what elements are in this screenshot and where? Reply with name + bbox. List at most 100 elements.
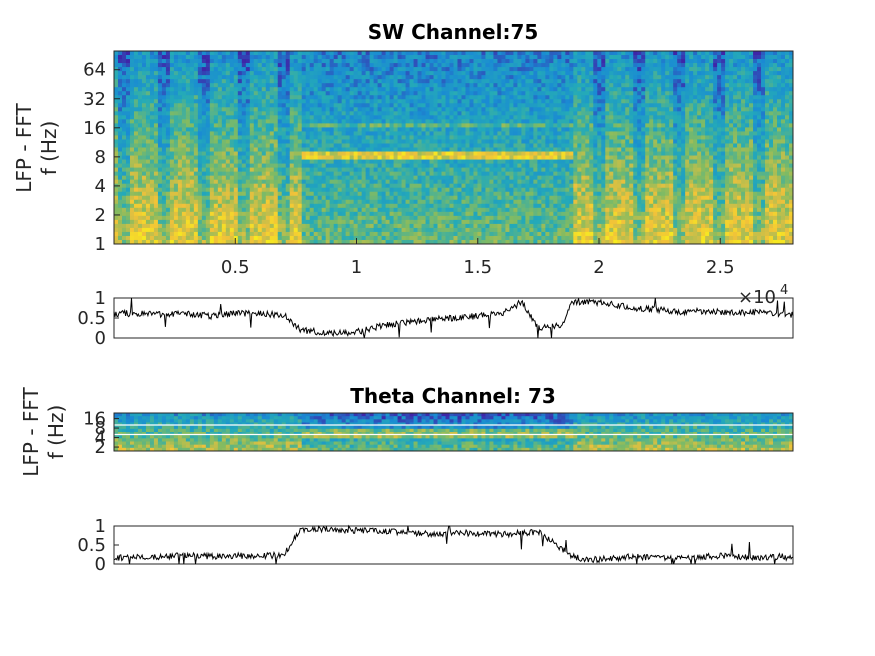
sw-spectrogram-cell [321,223,327,229]
sw-spectrogram-cell [457,211,462,217]
sw-spectrogram-cell [153,159,159,164]
sw-spectrogram-cell [365,91,371,96]
sw-spectrogram-cell [117,215,123,221]
sw-spectrogram-cell [137,163,143,168]
sw-spectrogram-cell [441,199,446,205]
sw-spectrogram-cell [513,131,518,136]
sw-spectrogram-cell [325,239,331,245]
sw-spectrogram-cell [477,67,482,72]
sw-spectrogram-cell [205,127,211,132]
sw-spectrogram-cell [281,207,287,213]
sw-spectrogram-cell [325,231,331,237]
sw-spectrogram-cell [173,103,179,108]
sw-spectrogram-cell [117,231,123,237]
sw-spectrogram-cell [201,79,207,84]
sw-spectrogram-cell [485,51,490,56]
sw-spectrogram-cell [525,79,530,84]
sw-spectrogram-cell [209,203,215,209]
sw-spectrogram-cell [153,59,159,64]
sw-spectrogram-cell [217,211,223,217]
sw-spectrogram-cell [305,163,311,168]
sw-spectrogram-cell [397,151,402,156]
sw-spectrogram-cell [381,91,386,96]
sw-spectrogram-cell [173,231,179,237]
sw-spectrogram-cell [273,147,279,152]
sw-spectrogram-cell [189,183,195,189]
sw-spectrogram-cell [169,119,175,124]
sw-spectrogram-cell [169,135,175,140]
sw-spectrogram-cell [333,87,339,92]
sw-spectrogram-cell [397,139,402,144]
sw-spectrogram-cell [209,79,215,84]
sw-spectrogram-cell [217,123,223,128]
sw-spectrogram-cell [517,71,522,76]
sw-spectrogram-cell [437,231,442,237]
sw-spectrogram-cell [213,215,219,221]
sw-spectrogram-cell [181,151,187,156]
sw-spectrogram-cell [513,51,518,56]
sw-spectrogram-cell [521,103,526,108]
sw-spectrogram-cell [281,79,287,84]
sw-spectrogram-cell [409,155,414,160]
sw-spectrogram-cell [233,99,239,104]
sw-spectrogram-cell [197,55,203,60]
sw-spectrogram-cell [337,111,343,116]
sw-spectrogram-cell [177,163,183,168]
sw-spectrogram-cell [297,195,303,201]
sw-spectrogram-cell [257,227,263,233]
sw-spectrogram-cell [165,159,171,164]
sw-spectrogram-cell [345,183,351,189]
sw-spectrogram-cell [485,83,490,88]
sw-spectrogram-cell [445,139,450,144]
sw-spectrogram-cell [317,99,323,104]
sw-spectrogram-cell [345,123,351,128]
sw-spectrogram-cell [485,203,490,209]
sw-spectrogram-cell [237,143,243,148]
sw-spectrogram-cell [193,83,199,88]
sw-spectrogram-cell [301,183,307,189]
sw-spectrogram-cell [205,79,211,84]
sw-spectrogram-cell [157,123,163,128]
sw-spectrogram-cell [493,183,498,189]
sw-spectrogram-cell [509,163,514,168]
sw-spectrogram-cell [453,155,458,160]
sw-spectrogram-cell [193,219,199,225]
sw-spectrogram-cell [345,219,351,225]
sw-spectrogram-cell [413,135,418,140]
sw-spectrogram-cell [453,107,458,112]
sw-spectrogram-cell [249,183,255,189]
sw-spectrogram-cell [469,207,474,213]
sw-spectrogram-cell [209,163,215,168]
sw-spectrogram-cell [141,239,147,245]
sw-spectrogram-cell [173,139,179,144]
sw-spectrogram-cell [233,199,239,205]
sw-spectrogram-cell [341,127,347,132]
sw-spectrogram-cell [133,131,139,136]
sw-spectrogram-cell [477,151,482,156]
sw-spectrogram-cell [341,103,347,108]
sw-spectrogram-cell [517,207,522,213]
sw-spectrogram-cell [437,87,442,92]
sw-spectrogram-cell [453,163,458,168]
sw-spectrogram-cell [421,187,426,193]
sw-spectrogram-cell [357,111,363,116]
sw-spectrogram-cell [121,95,127,100]
sw-spectrogram-cell [337,151,343,156]
sw-spectrogram-cell [361,115,367,120]
sw-spectrogram-cell [357,167,363,173]
sw-spectrogram-cell [114,139,119,144]
sw-spectrogram-cell [509,107,514,112]
sw-spectrogram-cell [173,71,179,76]
sw-spectrogram-cell [473,123,478,128]
sw-spectrogram-cell [405,99,410,104]
sw-spectrogram-cell [173,175,179,181]
sw-spectrogram-cell [165,231,171,237]
sw-spectrogram-cell [429,83,434,88]
sw-spectrogram-cell [445,211,450,217]
sw-spectrogram-cell [381,55,386,60]
sw-spectrogram-cell [393,75,398,80]
sw-spectrogram-cell [517,59,522,64]
sw-spectrogram-cell [289,51,295,56]
sw-spectrogram-cell [193,159,199,164]
sw-spectrogram-cell [297,215,303,221]
